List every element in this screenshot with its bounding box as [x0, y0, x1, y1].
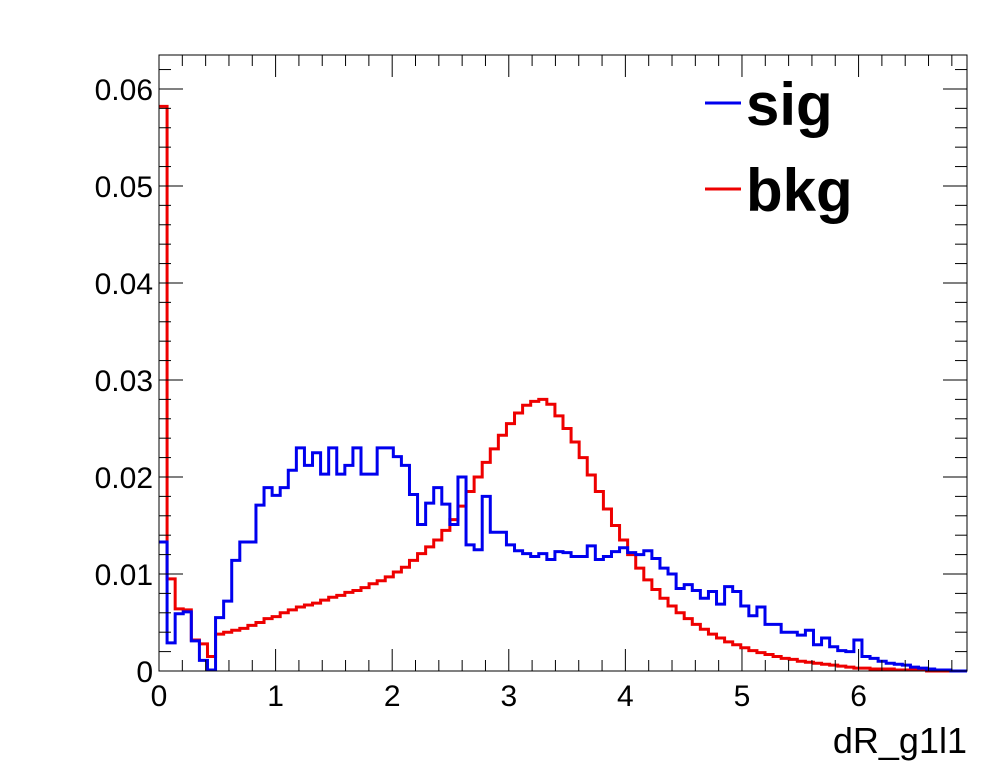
x-tick-label: 1 — [267, 680, 284, 713]
series-line-bkg — [159, 104, 967, 673]
legend: sig bkg — [705, 71, 853, 224]
y-tick-label: 0.04 — [95, 268, 153, 301]
x-axis-title: dR_g1l1 — [833, 720, 967, 761]
x-tick-label: 5 — [734, 680, 751, 713]
legend-label-sig: sig — [746, 71, 833, 138]
axes-layer: 0 1 2 3 4 5 6 0 0.01 0.02 0.03 0.04 0.05 0.06 — [95, 55, 967, 713]
legend-label-bkg: bkg — [746, 157, 853, 224]
y-tick-label: 0.01 — [95, 559, 153, 592]
x-tick-label: 0 — [151, 680, 168, 713]
x-tick-label: 3 — [500, 680, 517, 713]
y-tick-label: 0.03 — [95, 365, 153, 398]
plot-frame — [158, 54, 968, 672]
y-tick-label: 0.02 — [95, 462, 153, 495]
x-tick-label: 4 — [617, 680, 634, 713]
y-tick-label: 0 — [136, 656, 153, 689]
x-tick-label: 6 — [850, 680, 867, 713]
series-line-sig — [159, 446, 967, 673]
y-tick-label: 0.05 — [95, 171, 153, 204]
x-tick-label: 2 — [384, 680, 401, 713]
series-layer — [159, 104, 967, 673]
y-tick-label: 0.06 — [95, 74, 153, 107]
